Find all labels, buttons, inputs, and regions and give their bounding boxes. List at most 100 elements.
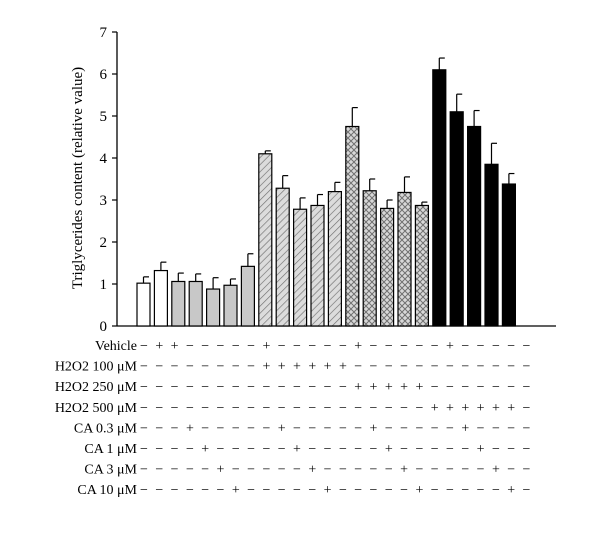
treatment-sign: − bbox=[354, 463, 362, 478]
treatment-table: Vehicle − + + − − − − − + − − − − − + − − − − − + − − − − −H2O2 10… bbox=[55, 339, 531, 498]
treatment-sign: − bbox=[155, 380, 163, 395]
treatment-sign: − bbox=[400, 442, 408, 457]
y-tick-label: 2 bbox=[100, 235, 108, 251]
treatment-sign: − bbox=[308, 380, 316, 395]
treatment-sign: − bbox=[232, 380, 240, 395]
treatment-sign: − bbox=[477, 463, 485, 478]
treatment-sign: + bbox=[293, 360, 301, 375]
bar bbox=[345, 125, 360, 327]
treatment-sign: − bbox=[354, 483, 362, 498]
bar bbox=[432, 69, 447, 327]
treatment-sign: − bbox=[461, 339, 469, 354]
treatment-sign: − bbox=[140, 421, 148, 436]
treatment-sign: + bbox=[354, 380, 362, 395]
treatment-sign: − bbox=[370, 401, 378, 416]
treatment-sign: − bbox=[217, 360, 225, 375]
treatment-sign: + bbox=[339, 360, 347, 375]
treatment-sign: − bbox=[247, 339, 255, 354]
treatment-sign: − bbox=[461, 442, 469, 457]
treatment-sign: − bbox=[477, 339, 485, 354]
treatment-sign: − bbox=[324, 463, 332, 478]
treatment-row-label: H2O2 100 μM bbox=[55, 360, 138, 375]
treatment-sign: − bbox=[431, 339, 439, 354]
treatment-sign: + bbox=[415, 483, 423, 498]
treatment-sign: − bbox=[385, 339, 393, 354]
treatment-sign: − bbox=[415, 339, 423, 354]
treatment-sign: + bbox=[446, 339, 454, 354]
treatment-sign: − bbox=[477, 380, 485, 395]
treatment-sign: + bbox=[278, 360, 286, 375]
treatment-sign: − bbox=[140, 360, 148, 375]
treatment-sign: − bbox=[415, 421, 423, 436]
treatment-sign: − bbox=[155, 421, 163, 436]
treatment-sign: − bbox=[507, 442, 515, 457]
treatment-sign: − bbox=[431, 442, 439, 457]
treatment-sign: − bbox=[339, 483, 347, 498]
treatment-sign: + bbox=[171, 339, 179, 354]
treatment-sign: − bbox=[171, 380, 179, 395]
treatment-sign: − bbox=[324, 339, 332, 354]
treatment-sign: − bbox=[523, 421, 531, 436]
treatment-sign: − bbox=[247, 401, 255, 416]
bar bbox=[258, 153, 273, 327]
treatment-sign: − bbox=[186, 401, 194, 416]
treatment-sign: − bbox=[523, 483, 531, 498]
treatment-sign: − bbox=[431, 463, 439, 478]
bar bbox=[501, 183, 516, 327]
y-axis-title: Triglycerides content (relative value) bbox=[70, 67, 86, 289]
treatment-sign: − bbox=[492, 442, 500, 457]
treatment-sign: − bbox=[523, 463, 531, 478]
treatment-sign: − bbox=[186, 360, 194, 375]
treatment-sign: + bbox=[293, 442, 301, 457]
treatment-sign: − bbox=[293, 339, 301, 354]
treatment-sign: − bbox=[492, 421, 500, 436]
bar bbox=[380, 207, 395, 327]
treatment-sign: − bbox=[278, 463, 286, 478]
treatment-sign: − bbox=[262, 442, 270, 457]
treatment-sign: + bbox=[385, 442, 393, 457]
treatment-sign: − bbox=[354, 442, 362, 457]
treatment-sign: + bbox=[477, 401, 485, 416]
treatment-sign: − bbox=[308, 421, 316, 436]
treatment-sign: − bbox=[247, 463, 255, 478]
treatment-sign: + bbox=[370, 380, 378, 395]
y-tick-label: 4 bbox=[100, 151, 108, 167]
y-tick-label: 1 bbox=[100, 277, 108, 293]
treatment-sign: + bbox=[155, 339, 163, 354]
bar bbox=[327, 191, 342, 327]
treatment-sign: − bbox=[507, 463, 515, 478]
treatment-sign: − bbox=[155, 401, 163, 416]
treatment-sign: − bbox=[370, 339, 378, 354]
treatment-sign: − bbox=[461, 463, 469, 478]
treatment-sign: − bbox=[171, 483, 179, 498]
treatment-sign: − bbox=[415, 463, 423, 478]
bar bbox=[171, 280, 186, 327]
treatment-sign: − bbox=[308, 442, 316, 457]
treatment-sign: − bbox=[232, 421, 240, 436]
treatment-sign: − bbox=[370, 360, 378, 375]
treatment-row-label: H2O2 250 μM bbox=[55, 380, 138, 395]
treatment-sign: − bbox=[477, 483, 485, 498]
treatment-sign: − bbox=[262, 401, 270, 416]
treatment-sign: − bbox=[247, 442, 255, 457]
treatment-sign: − bbox=[217, 421, 225, 436]
treatment-sign: − bbox=[232, 463, 240, 478]
treatment-sign: − bbox=[171, 401, 179, 416]
treatment-row-label: CA 1 μM bbox=[84, 442, 137, 457]
treatment-sign: − bbox=[431, 483, 439, 498]
treatment-sign: + bbox=[400, 380, 408, 395]
treatment-sign: + bbox=[492, 401, 500, 416]
treatment-sign: − bbox=[446, 442, 454, 457]
treatment-sign: − bbox=[385, 421, 393, 436]
treatment-sign: − bbox=[201, 421, 209, 436]
treatment-sign: − bbox=[217, 401, 225, 416]
treatment-sign: + bbox=[370, 421, 378, 436]
treatment-sign: − bbox=[140, 339, 148, 354]
treatment-sign: − bbox=[385, 401, 393, 416]
treatment-sign: − bbox=[370, 483, 378, 498]
treatment-sign: − bbox=[477, 421, 485, 436]
treatment-sign: − bbox=[278, 483, 286, 498]
bar bbox=[240, 265, 255, 327]
